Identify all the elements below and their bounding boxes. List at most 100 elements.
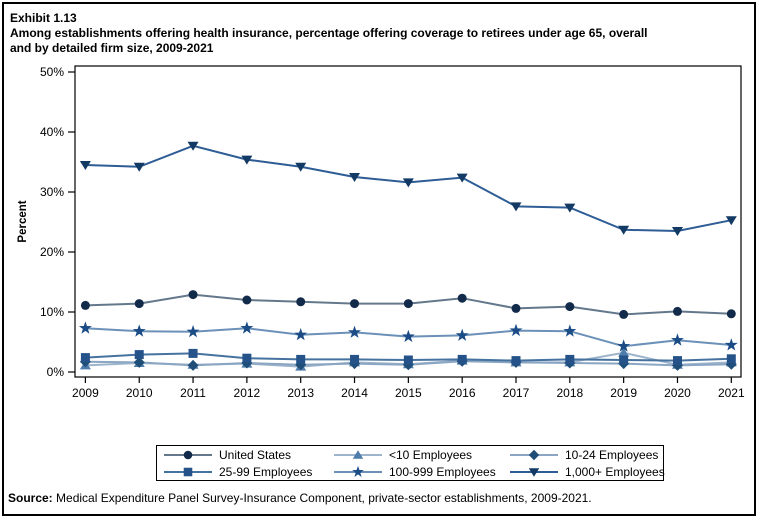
data-point-marker — [134, 350, 144, 360]
triangle-down-legend-icon — [510, 467, 558, 477]
data-point-marker — [528, 449, 540, 460]
data-point-marker — [725, 216, 737, 226]
chart-title-line2: and by detailed firm size, 2009-2021 — [10, 41, 214, 55]
data-point-marker — [617, 339, 631, 352]
y-tick-label: 0% — [47, 365, 65, 379]
data-point-marker — [242, 353, 252, 363]
x-tick-label: 2014 — [341, 386, 368, 400]
data-point-marker — [511, 356, 521, 366]
data-point-marker — [564, 203, 576, 213]
data-point-marker — [511, 303, 521, 313]
data-point-marker — [401, 329, 415, 343]
data-point-marker — [80, 353, 90, 363]
y-axis-label: Percent — [17, 200, 29, 242]
x-tick-label: 2020 — [664, 386, 691, 400]
data-point-marker — [183, 450, 193, 459]
legend-label: <10 Employees — [389, 447, 473, 462]
data-point-marker — [403, 355, 413, 365]
legend-label: 100-999 Employees — [389, 464, 496, 479]
data-point-marker — [134, 299, 144, 309]
data-point-marker — [509, 323, 523, 337]
data-point-marker — [672, 306, 682, 316]
x-axis: 2009 2010 2011 2012 2013 2014 2015 2016 2017 2018… — [72, 377, 745, 400]
data-point-marker — [133, 356, 145, 368]
series-25-99-employees — [80, 348, 736, 366]
series-line — [85, 144, 732, 233]
data-point-marker — [619, 355, 629, 365]
legend-item-10-employees: <10 Employees — [334, 446, 510, 463]
x-tick-label: 2019 — [610, 386, 637, 400]
data-point-marker — [295, 162, 307, 172]
triangle-up-legend-icon — [334, 449, 382, 459]
data-point-marker — [671, 227, 683, 236]
exhibit-number: Exhibit 1.13 — [10, 11, 77, 25]
legend-item-united-states: United States — [164, 446, 334, 463]
star-legend-icon — [334, 465, 382, 477]
data-point-marker — [565, 354, 575, 364]
data-point-marker — [187, 141, 199, 151]
x-tick-label: 2013 — [287, 386, 314, 400]
data-point-marker — [296, 297, 306, 307]
x-tick-label: 2018 — [556, 386, 583, 400]
data-point-marker — [672, 356, 682, 366]
chart-title-line1: Among establishments offering health ins… — [10, 26, 648, 40]
data-point-marker — [528, 467, 540, 477]
data-point-marker — [349, 173, 361, 182]
data-point-marker — [352, 449, 364, 459]
data-point-marker — [618, 225, 630, 235]
y-tick-label: 50% — [40, 65, 64, 79]
legend-label: 1,000+ Employees — [565, 464, 665, 479]
legend-label: United States — [219, 447, 292, 462]
data-point-marker — [510, 202, 522, 212]
data-point-marker — [352, 465, 364, 477]
data-point-marker — [78, 321, 92, 334]
series-united-states — [80, 290, 736, 319]
data-point-marker — [455, 328, 469, 341]
data-point-marker — [188, 290, 198, 300]
series-1-000-employees — [79, 141, 737, 236]
x-tick-label: 2017 — [503, 386, 530, 400]
data-point-marker — [457, 293, 467, 303]
data-point-marker — [348, 325, 361, 338]
data-point-marker — [618, 347, 630, 357]
data-point-marker — [456, 173, 468, 183]
data-point-marker — [671, 333, 684, 346]
data-point-marker — [619, 309, 629, 319]
series-100-999-employees — [78, 321, 738, 352]
x-tick-label: 2010 — [126, 386, 153, 400]
data-point-marker — [350, 299, 360, 309]
data-point-marker — [183, 467, 193, 476]
source-text: Medical Expenditure Panel Survey-Insuran… — [52, 491, 592, 505]
legend-item-10-24-employees: 10-24 Employees — [510, 446, 665, 463]
data-point-marker — [240, 321, 254, 334]
square-legend-icon — [164, 467, 212, 476]
diamond-legend-icon — [510, 449, 558, 460]
data-point-marker — [186, 325, 200, 338]
data-point-marker — [726, 309, 736, 319]
chart-legend: United States <10 Employees 10-24 Employee… — [156, 445, 665, 481]
data-point-marker — [565, 302, 575, 312]
plot-area — [74, 65, 742, 378]
y-tick-label: 20% — [40, 245, 64, 259]
data-point-marker — [132, 324, 146, 337]
x-tick-label: 2015 — [395, 386, 422, 400]
title-block: Exhibit 1.13 Among establishments offeri… — [10, 11, 648, 56]
data-point-marker — [402, 178, 414, 188]
x-tick-label: 2011 — [180, 386, 206, 400]
data-point-marker — [79, 161, 91, 170]
data-point-marker — [242, 295, 252, 305]
x-tick-label: 2012 — [234, 386, 261, 400]
data-point-marker — [724, 338, 738, 351]
data-point-marker — [726, 354, 736, 364]
data-point-marker — [457, 354, 467, 364]
legend-item-25-99-employees: 25-99 Employees — [164, 463, 334, 480]
data-point-marker — [187, 359, 199, 371]
source-label: Source: — [8, 491, 53, 505]
x-tick-label: 2021 — [718, 386, 745, 400]
line-chart: 0% 10% 20% 30% 40% 50% Percent 2009 2010 2011 2012… — [17, 65, 745, 400]
source-note: Source: Medical Expenditure Panel Survey… — [8, 491, 592, 505]
data-point-marker — [133, 162, 145, 172]
data-point-marker — [403, 299, 413, 309]
data-point-marker — [80, 300, 90, 310]
